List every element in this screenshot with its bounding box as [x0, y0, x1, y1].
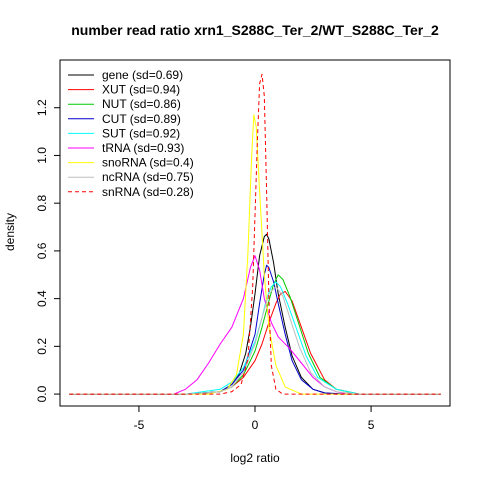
- y-tick-label: 0.2: [35, 338, 49, 355]
- legend-label: NUT (sd=0.86): [102, 97, 181, 111]
- legend: gene (sd=0.69)XUT (sd=0.94)NUT (sd=0.86)…: [68, 68, 194, 199]
- series-line-8: [69, 73, 441, 395]
- y-axis-label: density: [3, 213, 17, 251]
- series-layer: [69, 73, 441, 395]
- x-tick-label: -5: [134, 418, 145, 432]
- series-line-3: [69, 264, 441, 395]
- y-tick-label: 0.0: [35, 385, 49, 402]
- series-line-5: [69, 255, 441, 395]
- legend-label: snRNA (sd=0.28): [102, 185, 194, 199]
- legend-label: SUT (sd=0.92): [102, 126, 180, 140]
- y-axis: 0.0 0.2 0.4 0.6 0.8 1.0 1.2: [35, 99, 60, 402]
- legend-label: ncRNA (sd=0.75): [102, 170, 194, 184]
- series-line-6: [69, 114, 441, 395]
- x-axis-label: log2 ratio: [230, 451, 280, 465]
- y-tick-label: 1.2: [35, 99, 49, 116]
- y-tick-label: 0.8: [35, 195, 49, 212]
- legend-label: tRNA (sd=0.93): [102, 141, 184, 155]
- x-axis: -5 0 5: [134, 406, 375, 432]
- x-tick-label: 0: [252, 418, 259, 432]
- legend-label: gene (sd=0.69): [102, 68, 183, 82]
- series-line-7: [69, 286, 441, 395]
- x-tick-label: 5: [368, 418, 375, 432]
- y-tick-label: 0.4: [35, 290, 49, 307]
- chart-title: number read ratio xrn1_S288C_Ter_2/WT_S2…: [71, 22, 439, 38]
- legend-label: snoRNA (sd=0.4): [102, 156, 194, 170]
- legend-label: XUT (sd=0.94): [102, 83, 180, 97]
- y-tick-label: 0.6: [35, 242, 49, 259]
- legend-label: CUT (sd=0.89): [102, 112, 181, 126]
- y-tick-label: 1.0: [35, 147, 49, 164]
- series-line-4: [69, 281, 441, 395]
